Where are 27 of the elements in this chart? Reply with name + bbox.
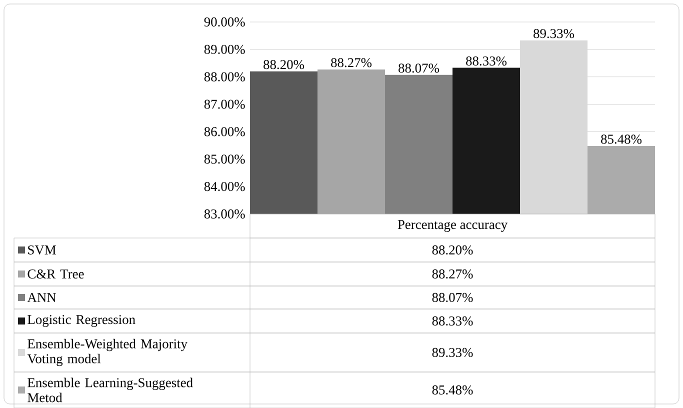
text: 88.33% bbox=[432, 316, 473, 326]
y-tick-label: 87.00% bbox=[204, 100, 245, 109]
data-label: 88.20% bbox=[264, 60, 304, 70]
text: 88.20% bbox=[432, 245, 473, 254]
y-tick-label: 84.00% bbox=[204, 182, 245, 192]
x-tick-label: Percentage accuracy bbox=[398, 220, 508, 232]
y-tick-label: 83.00% bbox=[204, 209, 245, 218]
y-tick-label: 85.00% bbox=[204, 154, 245, 164]
text: 85.48% bbox=[432, 385, 473, 394]
data-label: 88.27% bbox=[331, 58, 372, 68]
y-tick-label: 89.00% bbox=[204, 44, 245, 54]
y-tick-label: 90.00% bbox=[204, 17, 245, 26]
data-label: 88.07% bbox=[398, 63, 440, 73]
data-label: 89.33% bbox=[534, 28, 574, 38]
text: 88.27% bbox=[432, 269, 473, 278]
y-tick-label: 88.00% bbox=[204, 72, 245, 82]
legend-label: C&R Tree bbox=[28, 269, 84, 278]
legend-label: ANN bbox=[27, 292, 56, 302]
y-tick-label: 86.00% bbox=[204, 127, 245, 136]
legend-label: Ensemble Learning-Suggested Metod bbox=[28, 378, 193, 402]
legend-label: SVM bbox=[28, 245, 56, 254]
data-label: 85.48% bbox=[601, 134, 642, 144]
legend-label: Logistic Regression bbox=[28, 314, 136, 327]
text: 88.07% bbox=[432, 292, 473, 302]
data-label: 88.33% bbox=[466, 56, 507, 66]
legend-label: Ensemble-Weighted Majority Voting model bbox=[27, 338, 188, 366]
text: 89.33% bbox=[432, 348, 473, 357]
